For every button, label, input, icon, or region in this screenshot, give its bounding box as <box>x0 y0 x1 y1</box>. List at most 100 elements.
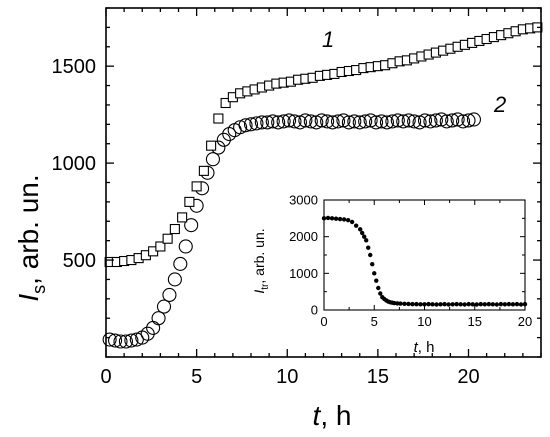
series-2-circle-marker <box>108 333 123 348</box>
series-2-circle-marker <box>358 114 373 129</box>
series-2-circle-marker <box>417 113 433 128</box>
series-2-circle-marker <box>162 287 177 303</box>
inset-point-marker <box>362 234 367 239</box>
series-2-circle-marker <box>401 113 416 128</box>
inset-point-marker <box>345 217 351 223</box>
main-y-tick-label: 1000 <box>52 153 97 175</box>
series-2-circle-marker <box>260 115 275 130</box>
inset-point-marker <box>502 302 508 307</box>
inset-point-marker <box>370 261 375 267</box>
series-2-circle-marker <box>379 115 394 130</box>
series-2-circle-marker <box>320 114 335 129</box>
inset-x-tick-label: 10 <box>417 314 431 329</box>
inset-point-marker <box>402 301 407 306</box>
inset-point-marker <box>422 302 427 307</box>
inset-point-marker <box>514 301 520 307</box>
series-2-circle-marker <box>390 113 405 128</box>
inset-point-marker <box>398 301 403 306</box>
inset-series-markers <box>321 215 528 307</box>
series-2-circle-marker <box>118 334 133 349</box>
series-2-circle-marker <box>243 117 259 132</box>
main-x-tick-label: 20 <box>457 366 479 388</box>
series-2-circle-marker <box>325 115 340 130</box>
series-1-square-marker <box>191 181 202 192</box>
inset-point-marker <box>430 302 435 307</box>
inset-background <box>324 200 525 310</box>
inset-axes: 0 5 10 15 20 0 1000 2000 3000 <box>289 193 532 329</box>
series-2-circle-marker <box>292 115 307 130</box>
series-2-circle-marker <box>396 114 411 129</box>
series-2-circle-marker <box>439 114 454 129</box>
inset-point-marker <box>494 302 500 307</box>
inset-x-tick-label: 20 <box>518 314 532 329</box>
series-2-circle-marker <box>271 115 286 130</box>
main-y-axis-title: Is, arb. un. <box>13 174 49 301</box>
inset-point-marker <box>426 301 431 307</box>
inset-point-marker <box>466 301 471 307</box>
inset-point-marker <box>364 238 369 243</box>
series-2-circle-marker <box>450 112 465 127</box>
series-2-circle-marker <box>238 118 253 133</box>
inset-point-marker <box>349 219 355 225</box>
series-1-square-marker <box>206 140 217 151</box>
inset-point-marker <box>410 301 415 307</box>
series-2-circle-marker <box>298 113 313 128</box>
series-1-square-marker <box>184 196 195 207</box>
series-2-circle-marker <box>151 311 166 326</box>
inset-point-marker <box>374 278 379 283</box>
inset-point-marker <box>378 291 383 296</box>
series-2-circle-marker <box>216 132 231 147</box>
series-1-square-marker <box>220 97 231 109</box>
main-x-tick-label: 0 <box>100 366 111 388</box>
inset-point-marker <box>357 227 363 232</box>
series-2-circle-marker <box>466 112 481 127</box>
series-2-circle-marker <box>265 114 280 129</box>
inset-point-marker <box>486 301 492 307</box>
inset-y-tick-label: 0 <box>311 303 318 318</box>
series-2-circle-marker <box>434 112 449 127</box>
inset-y-tick-label: 3000 <box>289 193 318 208</box>
series-2-circle-marker <box>363 113 378 128</box>
main-y-tick-label: 1500 <box>52 56 97 78</box>
series-2-circle-marker <box>461 113 476 128</box>
inset-point-marker <box>372 271 377 276</box>
series-2-circle-marker <box>233 120 248 135</box>
series-1-square-marker <box>213 113 224 124</box>
series-2-circle-marker <box>140 326 155 341</box>
series-2-circle-marker <box>287 114 302 129</box>
inset-point-marker <box>337 216 343 222</box>
inset-point-marker <box>329 216 335 221</box>
inset-point-marker <box>366 245 371 250</box>
inset-point-marker <box>376 285 381 291</box>
inset-point-marker <box>482 302 487 307</box>
inset-point-marker <box>442 301 447 307</box>
series-2-circle-marker <box>276 114 291 129</box>
inset-point-marker <box>454 301 459 307</box>
inset-point-marker <box>333 216 339 221</box>
main-x-tick-label: 10 <box>276 366 298 388</box>
inset-point-marker <box>490 302 496 307</box>
series-2-circle-marker <box>156 299 172 314</box>
series-2-circle-marker <box>330 114 346 129</box>
series-2-circle-marker <box>102 332 117 347</box>
series-2-circle-marker <box>341 115 356 130</box>
inset-point-marker <box>510 302 516 307</box>
inset-point-marker <box>434 302 439 307</box>
curve-label-2: 2 <box>493 92 506 117</box>
series-2-circle-marker <box>282 113 297 128</box>
series-2-circle-marker <box>113 334 128 349</box>
series-2-circle-marker <box>374 114 389 129</box>
series-1-square-marker <box>177 212 188 223</box>
inset-point-marker <box>446 302 451 307</box>
series-2-circle-marker <box>167 272 182 287</box>
series-2-circle-marker <box>445 113 460 128</box>
series-1-square-marker <box>198 165 209 176</box>
inset-point-marker <box>406 301 411 307</box>
inset-x-axis-title: t, h <box>414 339 435 356</box>
inset-y-axis-title: Itr, arb. un. <box>251 228 271 293</box>
inset-point-marker <box>341 217 347 222</box>
series-1-square-marker <box>155 241 166 252</box>
series-2-circle-marker <box>369 115 384 130</box>
